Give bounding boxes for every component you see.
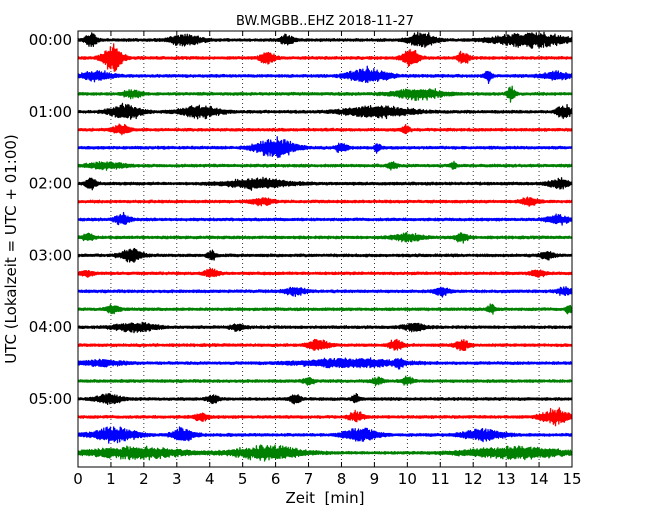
x-tick-label: 4 [205, 470, 215, 488]
chart-title: BW.MGBB..EHZ 2018-11-27 [236, 14, 414, 29]
trace-0300 [77, 247, 573, 263]
trace-0215 [77, 196, 573, 207]
trace-0100 [77, 102, 573, 120]
x-tick-label: 15 [562, 470, 581, 488]
trace-0015 [77, 43, 573, 72]
trace-0200 [77, 176, 573, 191]
x-tick-label: 3 [172, 470, 182, 488]
trace-0545 [77, 444, 573, 462]
x-tick-label: 14 [530, 470, 549, 488]
trace-0045 [77, 85, 573, 103]
trace-0030 [77, 65, 573, 85]
trace-0515 [77, 407, 573, 427]
y-tick-label: 05:00 [29, 390, 72, 408]
x-tick-label: 12 [464, 470, 483, 488]
trace-0130 [77, 136, 573, 159]
trace-0445 [77, 375, 573, 387]
trace-0115 [77, 123, 573, 136]
trace-0400 [77, 321, 573, 334]
trace-0345 [77, 303, 573, 315]
y-tick-label: 02:00 [29, 175, 72, 193]
x-tick-label: 0 [73, 470, 83, 488]
x-tick-label: 2 [139, 470, 149, 488]
x-tick-label: 11 [431, 470, 450, 488]
trace-0500 [77, 393, 573, 405]
x-tick-label: 7 [304, 470, 314, 488]
x-tick-label: 6 [271, 470, 281, 488]
trace-0145 [77, 160, 573, 171]
plot-frame [77, 30, 573, 468]
x-tick-label: 9 [370, 470, 380, 488]
y-tick-label: 04:00 [29, 318, 72, 336]
trace-0430 [77, 357, 573, 370]
x-axis-ticks: 0 1 2 3 4 5 6 7 8 9 10 11 12 13 14 15 [73, 31, 582, 488]
x-tick-label: 1 [106, 470, 116, 488]
trace-0000 [77, 31, 573, 49]
x-tick-label: 13 [497, 470, 516, 488]
trace-0230 [77, 211, 573, 226]
trace-layer [77, 31, 573, 462]
y-tick-label: 00:00 [29, 31, 72, 49]
y-axis-label: UTC (Lokalzeit = UTC + 01:00) [2, 134, 20, 364]
x-tick-label: 8 [337, 470, 347, 488]
trace-0415 [77, 338, 573, 352]
x-tick-label: 10 [398, 470, 417, 488]
x-tick-label: 5 [238, 470, 248, 488]
x-axis-label: Zeit [min] [285, 489, 364, 507]
grid-lines [110, 31, 540, 467]
trace-0245 [77, 232, 573, 244]
trace-0315 [77, 267, 573, 278]
y-tick-label: 01:00 [29, 103, 72, 121]
plot-area [78, 31, 572, 467]
y-axis-ticks: 00:00 01:00 02:00 03:00 04:00 05:00 [29, 31, 572, 408]
y-tick-label: 03:00 [29, 246, 72, 264]
trace-0530 [77, 426, 573, 444]
trace-0330 [77, 286, 573, 298]
